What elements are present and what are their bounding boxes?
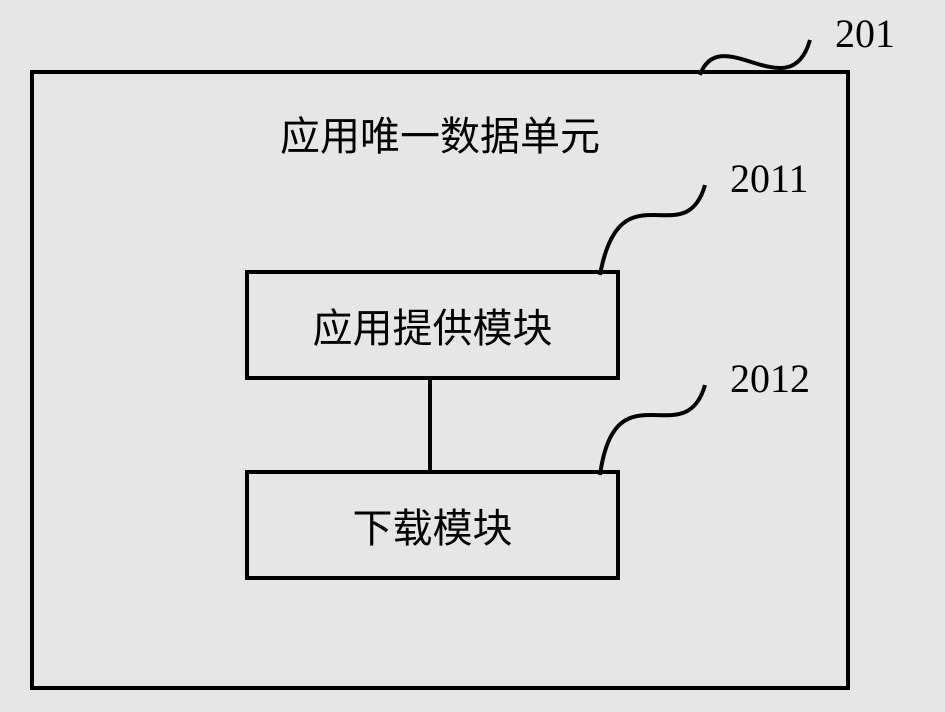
diagram-canvas: 应用唯一数据单元 应用提供模块 下载模块 201 2011 2012 <box>0 0 945 712</box>
leader-download-path <box>600 385 705 475</box>
ref-label-download: 2012 <box>730 355 810 402</box>
